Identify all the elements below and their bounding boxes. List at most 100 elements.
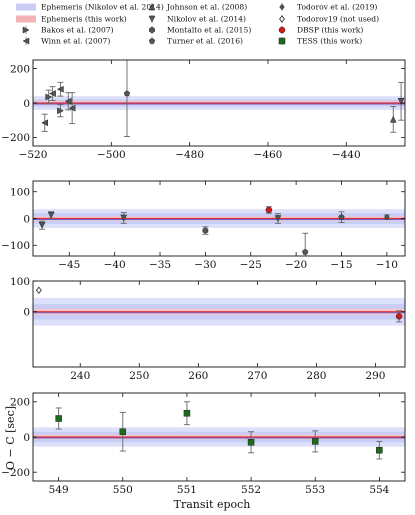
legend-entry-bakos: Bakos et al. (2007) bbox=[22, 26, 114, 35]
x-tick-label: −440 bbox=[332, 149, 361, 161]
point-turner-0 bbox=[123, 90, 131, 97]
point-bakos-0 bbox=[45, 93, 53, 101]
panel-4: 549 550 551 552 553 554 −200 0 200 bbox=[1, 392, 406, 496]
legend-entry-eph_n14: Ephemeris (Nikolov et al. 2014) bbox=[16, 3, 164, 12]
legend-swatch-eph_tw bbox=[16, 15, 36, 23]
panel-frame bbox=[32, 280, 406, 368]
y-tick-label: 0 bbox=[23, 307, 30, 319]
legend-entry-tess: TESS (this work) bbox=[278, 37, 362, 46]
series-todorov_nu bbox=[35, 286, 42, 294]
x-tick-label: 250 bbox=[129, 370, 149, 382]
legend-label-todorov: Todorov et al. (2019) bbox=[297, 3, 377, 12]
point-johnson-0 bbox=[389, 115, 397, 123]
x-tick-label: −25 bbox=[240, 259, 262, 271]
point-todorov-0 bbox=[384, 213, 390, 221]
y-axis-label: O − C [sec] bbox=[4, 406, 17, 470]
legend-label-turner: Turner et al. (2016) bbox=[167, 37, 243, 46]
point-montalto-0 bbox=[202, 227, 209, 234]
x-tick-label: −460 bbox=[254, 149, 283, 161]
x-tick-label: −520 bbox=[19, 149, 48, 161]
legend-entry-nikolov: Nikolov et al. (2014) bbox=[148, 15, 246, 24]
x-axis-label: Transit epoch bbox=[174, 498, 251, 511]
point-todorov_nu-0 bbox=[35, 286, 42, 294]
point-winn-3 bbox=[64, 97, 72, 105]
x-tick-label: 551 bbox=[177, 484, 197, 496]
x-tick-label: 270 bbox=[247, 370, 267, 382]
point-nikolov-0 bbox=[397, 98, 405, 105]
plot-area bbox=[33, 206, 405, 256]
point-winn-2 bbox=[56, 85, 64, 93]
legend-marker-nikolov bbox=[148, 15, 156, 23]
y-tick-label: −200 bbox=[1, 467, 30, 479]
y-tick-label: −200 bbox=[1, 132, 30, 144]
point-nikolov-2 bbox=[120, 214, 128, 222]
point-tess-1 bbox=[119, 428, 127, 435]
plot-area bbox=[33, 401, 405, 460]
point-tess-4 bbox=[311, 438, 319, 445]
legend-label-tess: TESS (this work) bbox=[297, 37, 362, 46]
legend-label-todorov_nu: Todorov19 (not used) bbox=[297, 15, 379, 24]
point-tess-5 bbox=[376, 446, 383, 454]
x-tick-label: 549 bbox=[49, 484, 69, 496]
x-tick-label: 260 bbox=[188, 370, 208, 382]
y-tick-label: 200 bbox=[10, 63, 30, 75]
series-turner bbox=[123, 60, 131, 137]
y-tick-label: 100 bbox=[10, 276, 30, 288]
x-tick-label: 554 bbox=[369, 484, 389, 496]
point-dbsp-0 bbox=[265, 206, 273, 214]
point-tess-0 bbox=[55, 415, 62, 422]
legend-entry-dbsp: DBSP (this work) bbox=[278, 26, 363, 35]
x-tick-label: −480 bbox=[175, 149, 204, 161]
point-winn-4 bbox=[68, 104, 76, 112]
x-tick-label: −45 bbox=[58, 259, 80, 271]
legend-marker-bakos bbox=[22, 26, 30, 34]
x-tick-label: −500 bbox=[97, 149, 126, 161]
legend-marker-todorov_nu bbox=[279, 15, 285, 23]
point-tess-3 bbox=[247, 439, 255, 446]
legend-entry-johnson: Johnson et al. (2008) bbox=[148, 3, 247, 12]
series-nikolov bbox=[38, 211, 282, 230]
y-tick-label: 0 bbox=[23, 432, 30, 444]
point-nikolov-3 bbox=[274, 215, 282, 223]
x-tick-label: −15 bbox=[330, 259, 352, 271]
plot-area bbox=[33, 286, 405, 326]
point-turner-0 bbox=[302, 248, 309, 255]
legend-entry-turner: Turner et al. (2016) bbox=[148, 37, 243, 46]
x-tick-label: −35 bbox=[149, 259, 171, 271]
x-tick-label: 550 bbox=[113, 484, 133, 496]
point-tess-2 bbox=[183, 409, 191, 417]
legend-entry-eph_tw: Ephemeris (this work) bbox=[16, 15, 127, 24]
series-dbsp bbox=[395, 310, 403, 323]
legend-label-bakos: Bakos et al. (2007) bbox=[41, 26, 114, 35]
legend-label-winn: Winn et al. (2007) bbox=[41, 37, 110, 46]
y-tick-label: 200 bbox=[10, 397, 30, 409]
point-winn-0 bbox=[41, 119, 48, 127]
point-nikolov-1 bbox=[47, 211, 55, 219]
legend-marker-winn bbox=[22, 37, 30, 45]
y-tick-label: 100 bbox=[10, 187, 30, 199]
series-turner bbox=[302, 211, 345, 256]
x-tick-label: 552 bbox=[241, 484, 261, 496]
y-tick-label: 0 bbox=[23, 213, 30, 225]
x-tick-label: 240 bbox=[70, 370, 90, 382]
point-bakos-1 bbox=[57, 107, 64, 115]
point-winn-1 bbox=[49, 90, 56, 97]
legend-entry-winn: Winn et al. (2007) bbox=[22, 37, 110, 46]
panel-3: 240 250 260 270 280 290 0 100 bbox=[10, 276, 406, 382]
legend-label-dbsp: DBSP (this work) bbox=[297, 26, 363, 35]
x-tick-label: −10 bbox=[376, 259, 398, 271]
legend: Ephemeris (Nikolov et al. 2014) Ephemeris… bbox=[16, 3, 379, 46]
y-tick-label: −100 bbox=[1, 240, 30, 252]
plot-area bbox=[33, 60, 405, 137]
legend-label-eph_tw: Ephemeris (this work) bbox=[41, 15, 127, 24]
series-bakos bbox=[45, 89, 64, 118]
legend-marker-dbsp bbox=[278, 26, 286, 34]
legend-entry-todorov_nu: Todorov19 (not used) bbox=[279, 15, 379, 24]
x-tick-label: −20 bbox=[285, 259, 307, 271]
x-tick-label: −30 bbox=[194, 259, 216, 271]
legend-label-montalto: Montalto et al. (2015) bbox=[167, 26, 251, 35]
panel-1: −520 −500 −480 −460 −440 −200 0 200 bbox=[1, 59, 406, 161]
legend-swatch-eph_n14 bbox=[16, 3, 36, 11]
